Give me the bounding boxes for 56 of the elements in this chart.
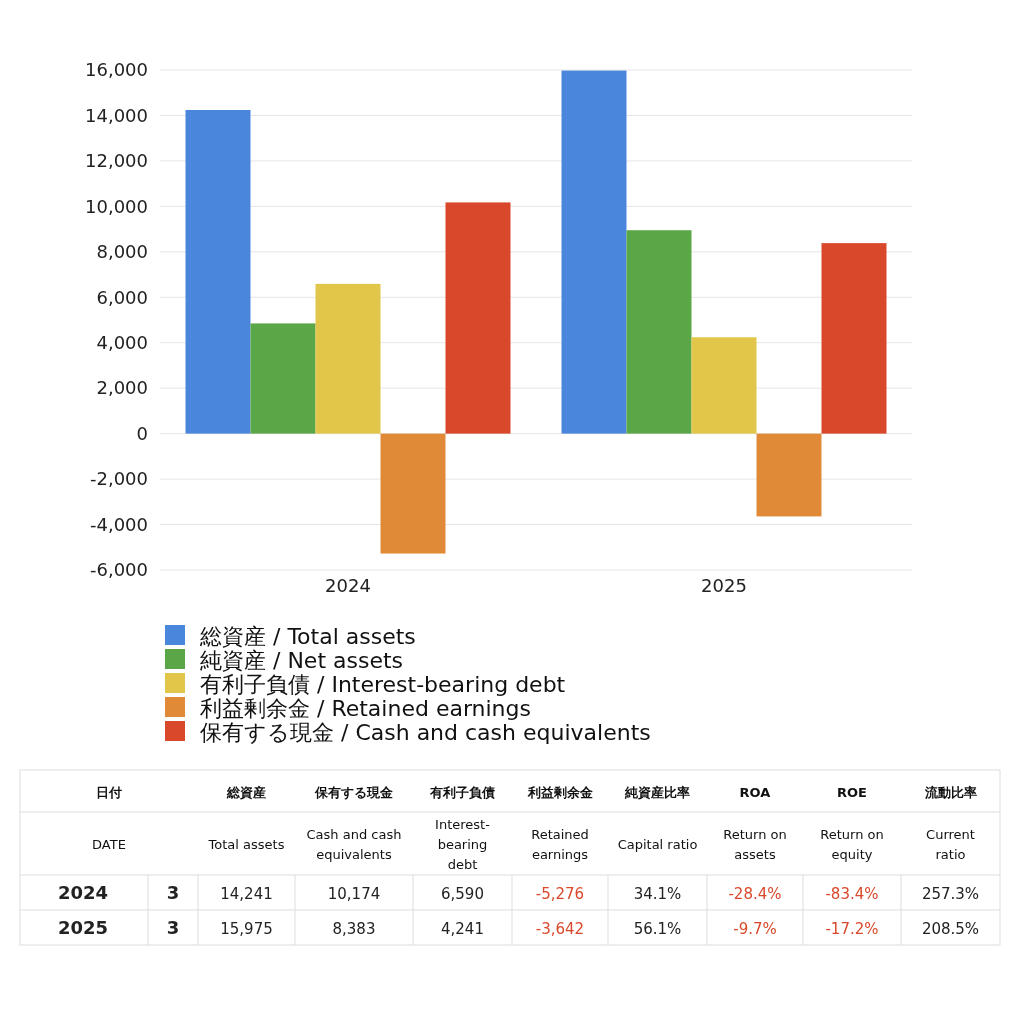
text: 15,975 (220, 919, 273, 938)
text: 6,590 (441, 884, 484, 903)
category-label: ROA Return on assets (723, 785, 787, 862)
text: 8,383 (332, 919, 376, 938)
y-tick-label: -6,000 (89, 559, 148, 581)
bar (691, 337, 757, 434)
text: 257.3% (921, 884, 980, 903)
text: 14,241 (220, 884, 273, 903)
bar (561, 70, 627, 434)
text: 2024 (57, 881, 109, 903)
bar (821, 243, 887, 434)
text: 3 (166, 916, 180, 938)
legend-label: 有利子負債 / Interest-bearing debt (200, 672, 566, 697)
y-tick-label: -4,000 (89, 513, 148, 535)
y-tick-label: 10,000 (85, 195, 148, 217)
text: 2025 (57, 916, 109, 938)
text: 10,174 (327, 884, 381, 903)
y-tick-label: 2,000 (96, 377, 148, 399)
text: -28.4% (728, 884, 782, 903)
bar (380, 433, 446, 554)
category-label: 日付 DATE (92, 785, 126, 852)
bar (315, 283, 381, 434)
text: -3,642 (535, 919, 585, 938)
category-label: 利益剰余金 Retained earnings (527, 785, 593, 862)
bar (250, 323, 316, 434)
y-tick-label: -2,000 (89, 468, 148, 490)
category-label: ROE Return on equity (820, 785, 884, 862)
text: 56.1% (633, 919, 682, 938)
category-label: 有利子負債 Interest- bearing debt (430, 785, 495, 872)
category-label: 総資産 Total assets (208, 785, 285, 852)
category-label: 流動比率 Current ratio (924, 785, 977, 862)
text: 4,241 (441, 919, 484, 938)
text: 34.1% (633, 884, 682, 903)
bar (756, 433, 822, 517)
y-tick-label: 0 (136, 422, 148, 444)
text: 208.5% (921, 919, 980, 938)
y-tick-label: 4,000 (96, 332, 148, 354)
legend-label: 利益剰余金 / Retained earnings (200, 696, 531, 721)
y-tick-label: 16,000 (85, 59, 148, 81)
y-tick-label: 12,000 (85, 150, 148, 172)
text: -17.2% (825, 919, 879, 938)
category-label: 保有する現金 Cash and cash equivalents (306, 785, 402, 862)
y-tick-label: 14,000 (85, 104, 148, 126)
text: -83.4% (825, 884, 879, 903)
bar (445, 202, 511, 434)
legend-label: 純資産 / Net assets (200, 648, 404, 673)
bar (626, 230, 692, 434)
text: 3 (166, 881, 180, 903)
category-label: 純資産比率 Capital ratio (617, 785, 698, 852)
legend-label: 総資産 / Total assets (199, 624, 416, 649)
y-tick-label: 8,000 (96, 241, 148, 263)
legend-label: 保有する現金 / Cash and cash equivalents (200, 720, 651, 745)
y-tick-label: 6,000 (96, 286, 148, 308)
text: -9.7% (733, 919, 777, 938)
bar (185, 109, 251, 434)
text: -5,276 (535, 884, 585, 903)
